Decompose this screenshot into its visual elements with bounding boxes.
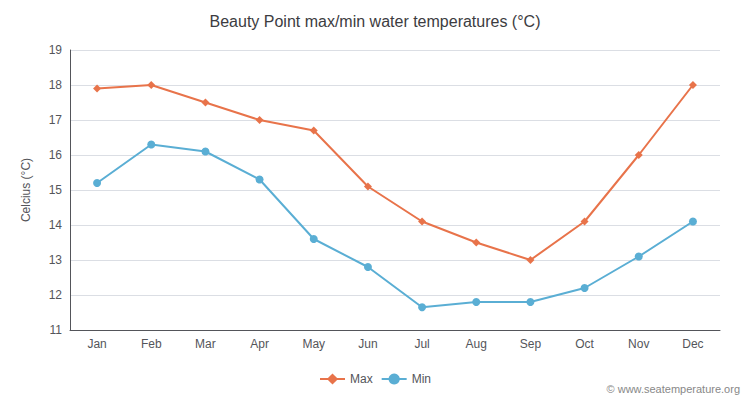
svg-text:12: 12 xyxy=(49,288,63,302)
svg-text:Jan: Jan xyxy=(87,337,106,351)
svg-text:19: 19 xyxy=(49,43,63,57)
svg-text:14: 14 xyxy=(49,218,63,232)
svg-text:13: 13 xyxy=(49,253,63,267)
svg-text:Aug: Aug xyxy=(466,337,487,351)
svg-text:Feb: Feb xyxy=(141,337,162,351)
svg-text:Nov: Nov xyxy=(628,337,649,351)
svg-text:© www.seatemperature.org: © www.seatemperature.org xyxy=(607,383,740,395)
svg-text:Min: Min xyxy=(412,372,431,386)
svg-text:Jul: Jul xyxy=(414,337,429,351)
svg-text:Jun: Jun xyxy=(358,337,377,351)
svg-text:Oct: Oct xyxy=(575,337,594,351)
svg-text:11: 11 xyxy=(50,323,63,337)
svg-text:Max: Max xyxy=(350,372,373,386)
svg-text:16: 16 xyxy=(49,148,63,162)
svg-text:Sep: Sep xyxy=(520,337,542,351)
svg-text:May: May xyxy=(302,337,325,351)
svg-text:Beauty Point max/min water tem: Beauty Point max/min water temperatures … xyxy=(210,13,541,30)
svg-text:Apr: Apr xyxy=(250,337,269,351)
svg-text:15: 15 xyxy=(49,183,63,197)
svg-text:Mar: Mar xyxy=(195,337,216,351)
svg-text:Dec: Dec xyxy=(682,337,703,351)
svg-text:18: 18 xyxy=(49,78,63,92)
svg-text:Celcius (°C): Celcius (°C) xyxy=(19,158,33,222)
svg-text:17: 17 xyxy=(49,113,63,127)
